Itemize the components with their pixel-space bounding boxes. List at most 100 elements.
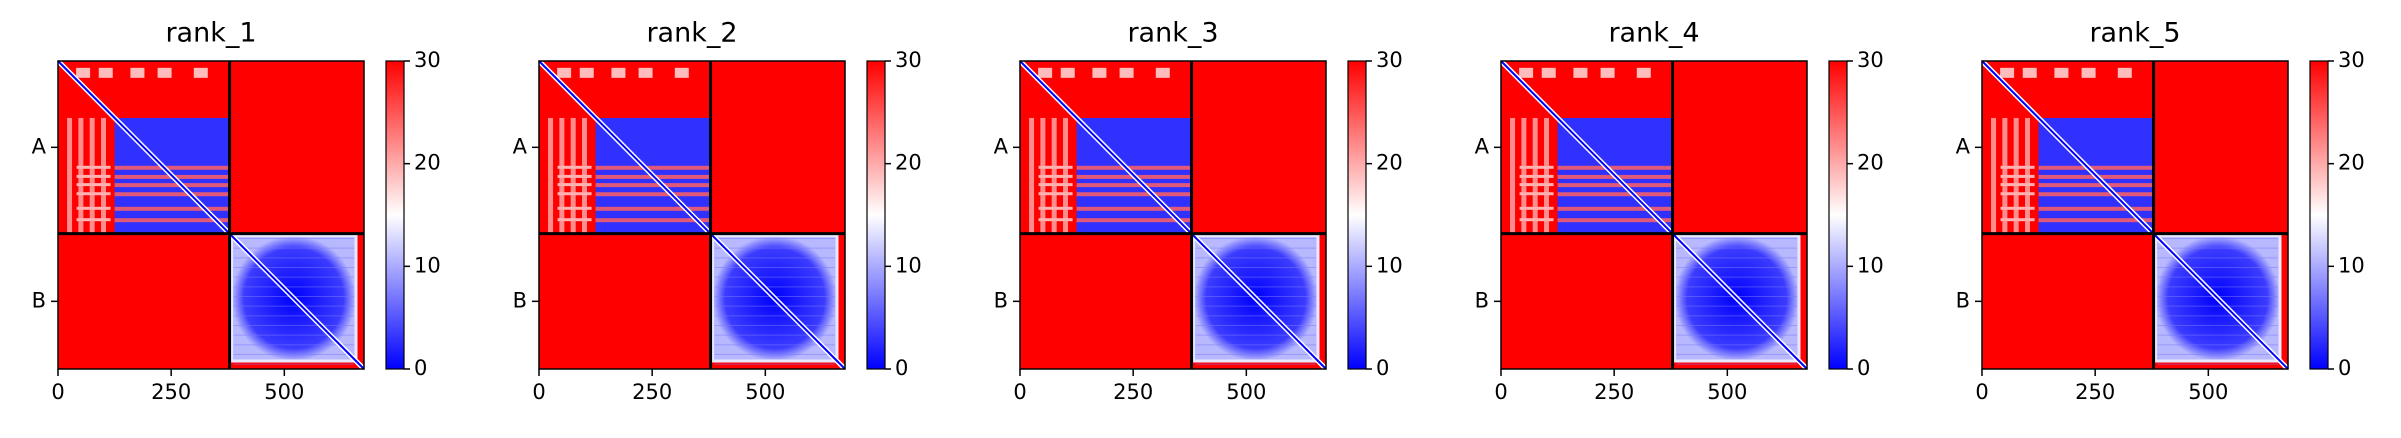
heatmap-stripe (595, 192, 711, 197)
heatmap (537, 59, 847, 371)
heatmap-stripe (1519, 67, 1534, 78)
heatmap-stripe (1076, 165, 1192, 170)
heatmap-stripe (157, 67, 172, 78)
heatmap-stripe (638, 67, 653, 78)
y-tick-label: A (994, 134, 1009, 158)
heatmap-stripe (559, 117, 565, 234)
plot-frame (1500, 60, 1808, 370)
x-tick-label: 250 (1113, 380, 1153, 404)
heatmap-stripe (1557, 183, 1673, 188)
y-tick-label: B (1475, 288, 1489, 312)
heatmap-stripe (2038, 206, 2154, 211)
heatmap-stripe (557, 67, 572, 78)
heatmap-stripe (595, 218, 711, 223)
colorbar-tick-label: 0 (2338, 356, 2351, 380)
x-tick-label: 500 (745, 380, 785, 404)
heatmap-stripe (1636, 67, 1651, 78)
heatmap-stripe (1076, 218, 1192, 223)
chart-title: rank_2 (646, 18, 737, 49)
heatmap-stripe (2038, 165, 2154, 170)
x-tick-label: 500 (1226, 380, 1266, 404)
heatmap-stripe (1119, 67, 1134, 78)
heatmap-stripe (1557, 192, 1673, 197)
colorbar-tick-label: 10 (2338, 253, 2365, 277)
heatmap-stripe (1076, 192, 1192, 197)
y-tick-label: B (994, 288, 1008, 312)
heatmap-stripe (582, 117, 588, 234)
heatmap-stripe (1040, 117, 1046, 234)
chart-title: rank_4 (1608, 18, 1699, 49)
colorbar (1347, 60, 1367, 370)
heatmap-stripe (548, 117, 554, 234)
heatmap-stripe (2117, 67, 2132, 78)
chart-title: rank_5 (2089, 18, 2180, 49)
heatmap-stripe (1510, 117, 1516, 234)
plot-frame (538, 60, 846, 370)
heatmap-stripe (595, 165, 711, 170)
heatmap-stripe (1155, 67, 1170, 78)
heatmap-stripe (1063, 117, 1069, 234)
heatmap-stripe (1051, 117, 1057, 234)
heatmap (1018, 59, 1328, 371)
x-tick-label: 0 (1013, 380, 1026, 404)
chart-title: rank_1 (165, 18, 256, 49)
colorbar-tick-label: 10 (1376, 253, 1403, 277)
heatmap-stripe (1521, 117, 1527, 234)
y-tick-label: A (513, 134, 528, 158)
colorbar-tick-label: 20 (1376, 151, 1403, 175)
colorbar-tick-label: 10 (895, 253, 922, 277)
y-tick-label: B (32, 288, 46, 312)
heatmap-stripe (89, 117, 95, 234)
heatmap-stripe (114, 218, 230, 223)
x-tick-label: 250 (632, 380, 672, 404)
heatmap-diagonal (538, 60, 846, 370)
heatmap-stripe (2054, 67, 2069, 78)
x-tick-label: 0 (532, 380, 545, 404)
x-tick-label: 0 (1975, 380, 1988, 404)
colorbar (866, 60, 886, 370)
heatmap-stripe (1060, 67, 1075, 78)
heatmap-stripe (114, 206, 230, 211)
y-tick-label: B (1956, 288, 1970, 312)
x-tick-label: 250 (151, 380, 191, 404)
colorbar (2309, 60, 2329, 370)
heatmap (56, 59, 366, 371)
heatmap-diagonal (1981, 60, 2289, 370)
y-tick-label: A (32, 134, 47, 158)
heatmap (1980, 59, 2290, 371)
heatmap-stripe (1544, 117, 1550, 234)
plot-frame (57, 60, 365, 370)
heatmap-stripe (193, 67, 208, 78)
panel: rank_4 0 250 500 A B 0 10 20 30 (1475, 18, 1884, 405)
heatmap-stripe (1573, 67, 1588, 78)
heatmap-stripe (1600, 67, 1615, 78)
y-tick-label: A (1956, 134, 1971, 158)
heatmap-stripe (130, 67, 145, 78)
colorbar-tick-label: 0 (1857, 356, 1870, 380)
panel: rank_2 0 250 500 A B 0 10 20 30 (513, 18, 922, 405)
heatmap-stripe (1076, 183, 1192, 188)
heatmap-stripe (1541, 67, 1556, 78)
heatmap-stripe (1092, 67, 1107, 78)
heatmap-diagonal (57, 60, 365, 370)
colorbar-tick-label: 10 (1857, 253, 1884, 277)
heatmap-stripe (114, 192, 230, 197)
heatmap-stripe (595, 183, 711, 188)
heatmap-stripe (2038, 192, 2154, 197)
heatmap-stripe (114, 165, 230, 170)
colorbar-tick-label: 0 (414, 356, 427, 380)
colorbar-tick-label: 20 (2338, 151, 2365, 175)
heatmap-stripe (2038, 218, 2154, 223)
colorbar (1828, 60, 1848, 370)
heatmap-stripe (595, 206, 711, 211)
heatmap-stripe (101, 117, 107, 234)
x-tick-label: 250 (1594, 380, 1634, 404)
heatmap-stripe (1991, 117, 1997, 234)
x-tick-label: 500 (1707, 380, 1747, 404)
heatmap-stripe (1029, 117, 1035, 234)
heatmap-diagonal (1500, 60, 1808, 370)
plot-frame (1981, 60, 2289, 370)
plot-frame (1019, 60, 1327, 370)
panel: rank_3 0 250 500 A B 0 10 20 30 (994, 18, 1403, 405)
heatmap-stripe (2025, 117, 2031, 234)
